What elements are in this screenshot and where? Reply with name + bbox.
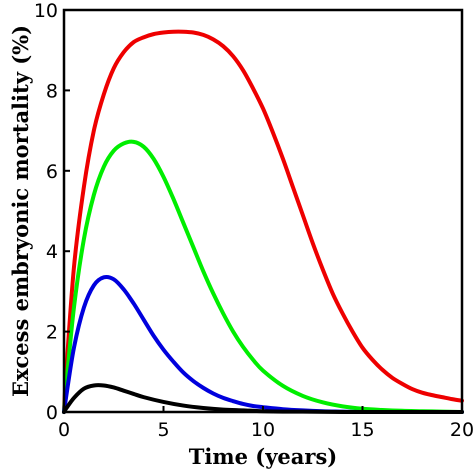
y-tick-label: 0 [46, 402, 58, 424]
series-line-1 [62, 29, 464, 414]
y-axis-title: Excess embryonic mortality (%) [8, 25, 33, 397]
plot-frame [62, 8, 464, 414]
y-tick-label: 10 [34, 0, 58, 22]
x-tick-label: 10 [251, 419, 275, 441]
x-tick-label: 20 [450, 419, 474, 441]
y-tick-label: 8 [46, 80, 58, 102]
x-tick-label: 0 [58, 419, 70, 441]
y-tick-label: 2 [46, 322, 58, 344]
x-tick-label: 15 [350, 419, 374, 441]
series-lines [62, 29, 464, 415]
x-axis-title: Time (years) [189, 444, 337, 469]
x-tick-label: 5 [157, 419, 169, 441]
axis-ticks: 0 5 10 15 20 0 2 4 6 8 10 [34, 0, 474, 441]
y-tick-label: 4 [46, 241, 58, 263]
series-line-2 [62, 139, 464, 414]
y-tick-label: 6 [46, 161, 58, 183]
